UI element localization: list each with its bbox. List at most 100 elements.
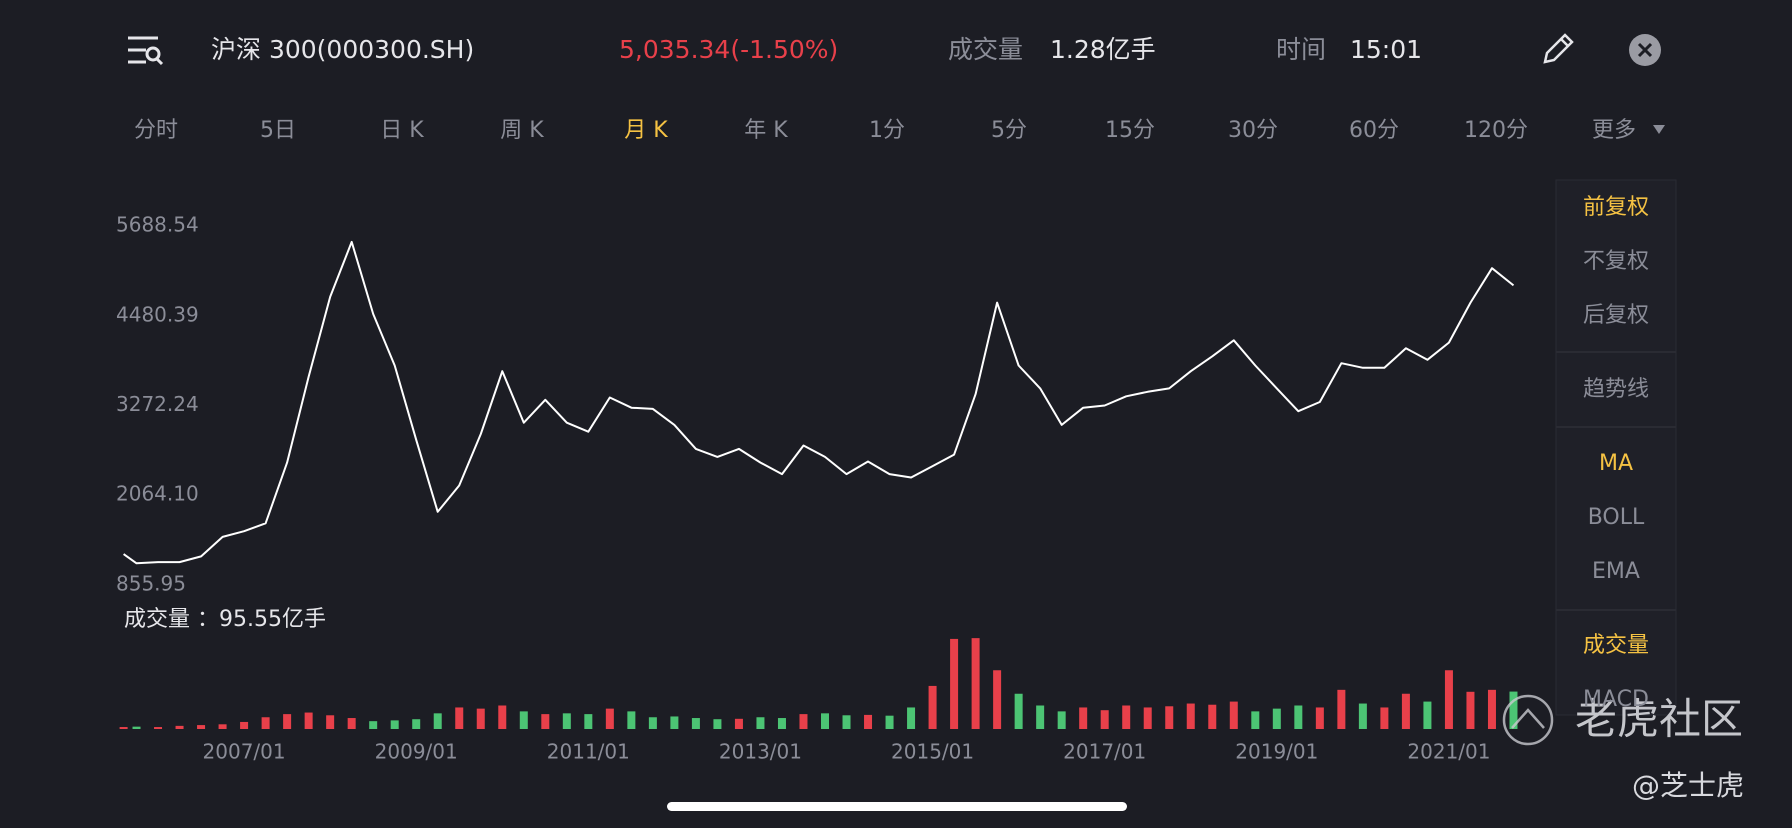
volume-bar (1229, 701, 1238, 729)
volume-bar (261, 717, 270, 729)
volume-bar (1079, 707, 1088, 729)
volume-bar (821, 713, 829, 729)
volume-bar (1100, 710, 1109, 729)
volume-bar (304, 712, 313, 729)
volume-bar (907, 707, 916, 729)
tab[interactable]: 周 K (500, 118, 544, 143)
side-menu-item[interactable]: MA (1599, 451, 1633, 476)
watermark-author: @芝士虎 (1632, 769, 1744, 802)
volume-bar (734, 718, 743, 729)
volume-bar (691, 718, 700, 729)
tab[interactable]: 分时 (134, 118, 178, 143)
x-tick-label: 2009/01 (375, 740, 458, 764)
volume-bar (369, 721, 378, 729)
volume-bar (562, 713, 571, 729)
tab[interactable]: 月 K (624, 118, 668, 143)
volume-bar (1143, 707, 1152, 729)
volume-bar (197, 725, 206, 729)
volume-bar (1251, 711, 1260, 729)
time: 15:01 (1350, 35, 1422, 64)
volume-bar (1358, 703, 1367, 729)
volume-bar (713, 719, 722, 729)
volume-bar (498, 705, 507, 729)
volume-bar (433, 713, 442, 729)
close-button[interactable] (1629, 34, 1661, 66)
volume-bar (584, 714, 593, 729)
dropdown-arrow[interactable] (1653, 125, 1665, 134)
volume-bar (283, 714, 292, 729)
side-menu-item[interactable]: 不复权 (1583, 249, 1649, 274)
x-tick-label: 2021/01 (1407, 740, 1490, 764)
volume-bar (1208, 704, 1217, 729)
volume-bar (218, 724, 227, 729)
menu-icon[interactable] (128, 36, 164, 66)
volume-bar (1487, 689, 1496, 729)
volume-bar (1423, 701, 1432, 729)
tab[interactable]: 1分 (869, 118, 905, 143)
side-dividers (1556, 351, 1676, 611)
volume-bar (928, 685, 937, 729)
volume-bar (1401, 693, 1410, 729)
volume: 1.28亿手 (1050, 35, 1156, 64)
edit-icon[interactable] (1543, 33, 1574, 64)
volume-bar (950, 638, 959, 729)
volume-bar (1315, 707, 1324, 729)
tab[interactable]: 5分 (991, 118, 1027, 143)
volume-bar (670, 716, 679, 729)
volume-label: 成交量 (948, 35, 1023, 64)
tab[interactable]: 60分 (1349, 118, 1399, 143)
symbol: 沪深 300(000300.SH) (211, 35, 474, 64)
tab[interactable]: 更多 (1592, 118, 1636, 143)
tab[interactable]: 年 K (744, 118, 788, 143)
side-menu-item[interactable]: EMA (1592, 559, 1640, 584)
volume-bar (864, 714, 873, 729)
volume-bar (1057, 711, 1066, 729)
y-tick-label: 3272.24 (116, 392, 199, 416)
time-label: 时间 (1276, 35, 1326, 64)
volume-title: 成交量 ：95.55亿手 (124, 607, 326, 632)
volume-bar (1186, 703, 1195, 729)
volume-bar (885, 715, 894, 729)
x-tick-label: 2013/01 (719, 740, 802, 764)
tab[interactable]: 5日 (260, 118, 296, 143)
x-tick-label: 2011/01 (547, 740, 630, 764)
y-tick-label: 5688.54 (116, 213, 199, 237)
side-panel (1555, 179, 1677, 716)
home-indicator (667, 802, 1127, 811)
volume-bar (971, 638, 980, 729)
y-tick-label: 4480.39 (116, 302, 199, 326)
side-menu-item[interactable]: 前复权 (1583, 195, 1649, 220)
volume-bar (756, 717, 765, 729)
volume-bar (132, 726, 141, 729)
volume-bar (648, 717, 657, 729)
side-menu-item[interactable]: 后复权 (1583, 303, 1649, 328)
x-tick-label: 2019/01 (1235, 740, 1318, 764)
volume-bar (605, 708, 614, 729)
tab[interactable]: 15分 (1105, 118, 1155, 143)
volume-bar (777, 718, 786, 729)
volume-bar (993, 670, 1002, 729)
volume-bar (1509, 691, 1518, 729)
volume-bar (1380, 707, 1389, 729)
volume-bar (627, 711, 636, 729)
volume-bar (175, 725, 184, 729)
tab[interactable]: 日 K (380, 118, 424, 143)
watermark-logo (1502, 694, 1554, 746)
price: 5,035.34(-1.50%) (619, 35, 838, 64)
volume-bar (519, 711, 528, 729)
tab[interactable]: 120分 (1464, 118, 1528, 143)
tab[interactable]: 30分 (1228, 118, 1278, 143)
volume-bar (1444, 670, 1453, 729)
side-menu-item[interactable]: 成交量 (1583, 633, 1649, 658)
volume-bar (1014, 693, 1023, 729)
y-tick-label: 2064.10 (116, 482, 199, 506)
volume-bar (326, 715, 335, 729)
side-menu-item[interactable]: MACD (1583, 687, 1649, 712)
side-menu-item[interactable]: BOLL (1588, 505, 1645, 530)
volume-bar (1466, 691, 1475, 729)
volume-bar (1165, 706, 1174, 729)
volume-bar (119, 727, 128, 729)
side-menu-item[interactable]: 趋势线 (1583, 377, 1649, 402)
volume-bar (412, 719, 421, 729)
